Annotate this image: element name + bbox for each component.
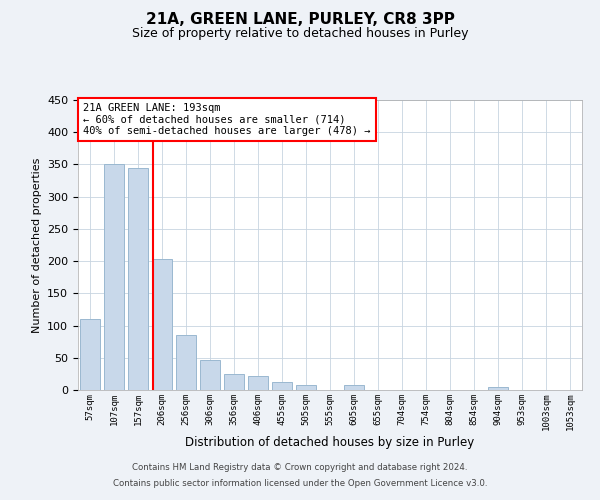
Bar <box>104 164 124 390</box>
Bar <box>200 360 220 390</box>
Bar <box>128 168 148 390</box>
Y-axis label: Number of detached properties: Number of detached properties <box>32 158 41 332</box>
Bar <box>248 376 268 390</box>
Bar <box>176 335 196 390</box>
Bar <box>80 319 100 390</box>
Bar <box>152 259 172 390</box>
Text: Size of property relative to detached houses in Purley: Size of property relative to detached ho… <box>132 28 468 40</box>
Bar <box>296 386 316 390</box>
Text: 21A GREEN LANE: 193sqm
← 60% of detached houses are smaller (714)
40% of semi-de: 21A GREEN LANE: 193sqm ← 60% of detached… <box>83 103 371 136</box>
Bar <box>272 382 292 390</box>
Text: Contains HM Land Registry data © Crown copyright and database right 2024.: Contains HM Land Registry data © Crown c… <box>132 464 468 472</box>
Bar <box>224 374 244 390</box>
X-axis label: Distribution of detached houses by size in Purley: Distribution of detached houses by size … <box>185 436 475 449</box>
Text: Contains public sector information licensed under the Open Government Licence v3: Contains public sector information licen… <box>113 478 487 488</box>
Bar <box>344 385 364 390</box>
Bar <box>488 387 508 390</box>
Text: 21A, GREEN LANE, PURLEY, CR8 3PP: 21A, GREEN LANE, PURLEY, CR8 3PP <box>146 12 454 28</box>
